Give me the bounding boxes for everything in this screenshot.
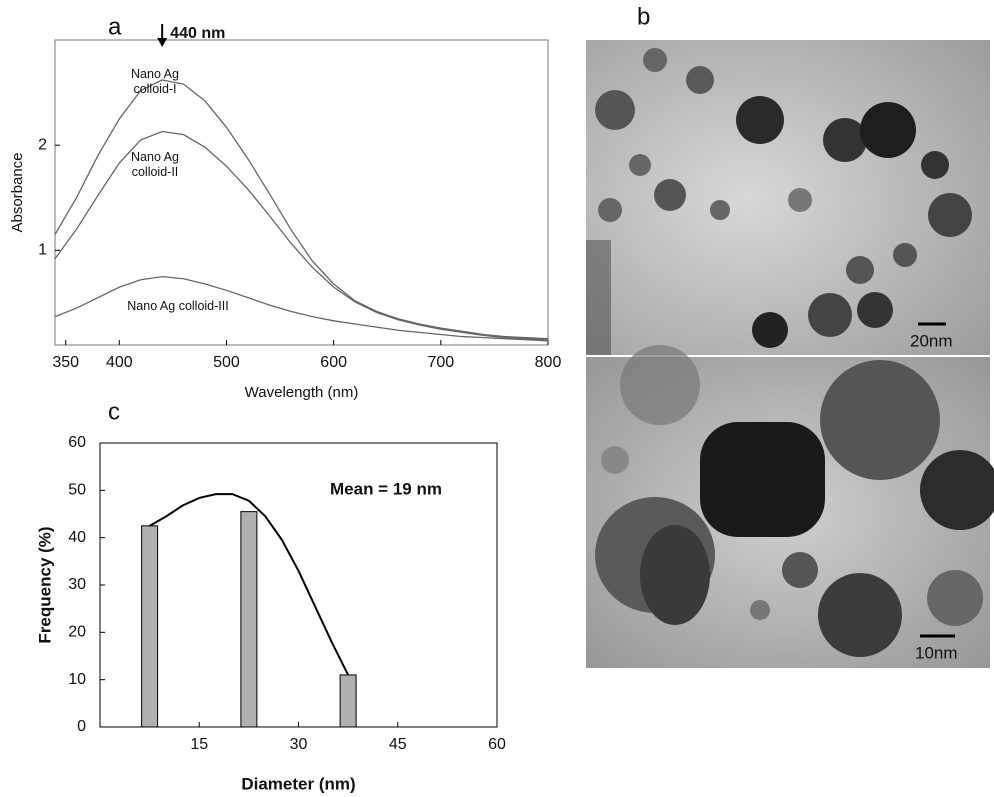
x-tick-label: 350 (52, 354, 79, 371)
y-axis-label: Absorbance (9, 152, 26, 232)
y-tick-label: 0 (77, 718, 86, 735)
y-tick-label: 10 (68, 671, 86, 688)
y-tick-label: 40 (68, 529, 86, 546)
y-tick-label: 20 (68, 624, 86, 641)
y-tick-label: 2 (38, 136, 47, 153)
tem-image-bottom (586, 345, 994, 668)
curve-label-text: Nano Ag colloid-II (131, 150, 179, 179)
fit-curve (149, 493, 350, 676)
scale-bar-label: 10nm (915, 643, 958, 662)
spectrum-line (54, 275, 549, 342)
curve-label: Nano Ag colloid-III (127, 299, 229, 313)
x-tick-label: 700 (427, 354, 454, 371)
annotation: 440 nm (170, 25, 225, 42)
x-tick-label: 800 (535, 354, 562, 371)
spectrum-line (54, 79, 549, 340)
y-tick-label: 50 (68, 482, 86, 499)
x-tick-label: 600 (320, 354, 347, 371)
bar (339, 674, 357, 728)
y-tick-label: 30 (68, 576, 86, 593)
x-tick-label: 500 (213, 354, 240, 371)
x-tick-label: 400 (106, 354, 133, 371)
x-tick-label: 30 (290, 736, 308, 753)
tem-image-top (586, 40, 990, 355)
panel-label: b (637, 3, 650, 30)
annotation-arrowhead (157, 38, 168, 47)
bar (141, 525, 159, 728)
y-tick-label: 1 (38, 242, 47, 259)
spectrum-line (54, 130, 549, 341)
bar (240, 511, 258, 728)
y-axis-label: Frequency (%) (35, 526, 54, 643)
x-axis-label: Wavelength (nm) (245, 384, 359, 401)
scale-bar-label: 20nm (910, 331, 953, 350)
annotation: Mean = 19 nm (330, 479, 442, 498)
curve-label: Nano Ag colloid-I (131, 67, 179, 96)
curve-label-text: Nano Ag colloid-I (131, 67, 179, 96)
plot-frame (54, 39, 549, 346)
x-tick-label: 60 (488, 736, 506, 753)
curve-label: Nano Ag colloid-II (131, 150, 179, 179)
panel-label: a (108, 13, 122, 40)
panel-label: c (108, 398, 120, 425)
x-tick-label: 45 (389, 736, 407, 753)
x-tick-label: 15 (190, 736, 208, 753)
y-tick-label: 60 (68, 434, 86, 451)
x-axis-label: Diameter (nm) (241, 774, 355, 793)
curve-label-text: Nano Ag colloid-III (127, 299, 229, 313)
